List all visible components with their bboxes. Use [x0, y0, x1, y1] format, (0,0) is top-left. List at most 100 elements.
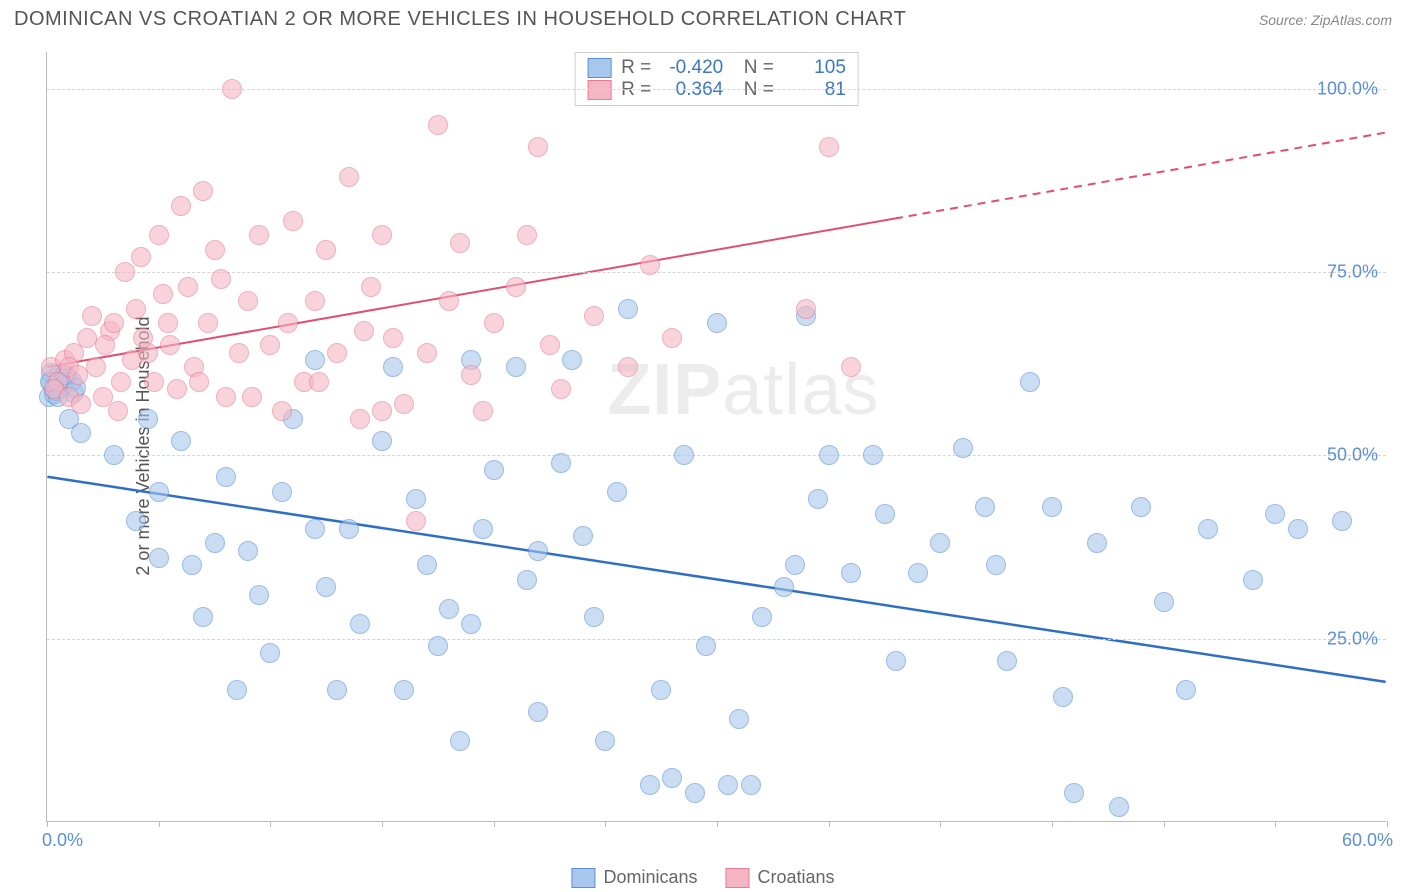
- scatter-point: [953, 438, 973, 458]
- scatter-point: [309, 372, 329, 392]
- scatter-point: [316, 577, 336, 597]
- scatter-point: [1332, 511, 1352, 531]
- scatter-point: [138, 409, 158, 429]
- scatter-point: [863, 445, 883, 465]
- scatter-point: [115, 262, 135, 282]
- scatter-point: [361, 277, 381, 297]
- scatter-point: [428, 115, 448, 135]
- scatter-point: [216, 387, 236, 407]
- scatter-point: [506, 277, 526, 297]
- scatter-point: [350, 409, 370, 429]
- scatter-point: [82, 306, 102, 326]
- scatter-point: [1288, 519, 1308, 539]
- scatter-point: [249, 225, 269, 245]
- swatch-blue-icon: [587, 58, 611, 78]
- scatter-point: [216, 467, 236, 487]
- scatter-point: [875, 504, 895, 524]
- scatter-point: [171, 196, 191, 216]
- scatter-point: [316, 240, 336, 260]
- scatter-point: [450, 731, 470, 751]
- x-tick-mark: [1164, 821, 1165, 827]
- scatter-point: [126, 511, 146, 531]
- scatter-point: [417, 555, 437, 575]
- scatter-point: [528, 137, 548, 157]
- scatter-point: [238, 541, 258, 561]
- scatter-point: [662, 328, 682, 348]
- scatter-point: [607, 482, 627, 502]
- scatter-point: [305, 291, 325, 311]
- scatter-point: [305, 350, 325, 370]
- scatter-point: [372, 401, 392, 421]
- scatter-point: [272, 401, 292, 421]
- scatter-point: [372, 431, 392, 451]
- stat-n-label: N =: [733, 79, 774, 101]
- scatter-point: [149, 482, 169, 502]
- scatter-point: [406, 489, 426, 509]
- scatter-point: [131, 247, 151, 267]
- scatter-point: [178, 277, 198, 297]
- scatter-point: [339, 519, 359, 539]
- x-tick-mark: [47, 821, 48, 827]
- legend: Dominicans Croatians: [571, 867, 834, 888]
- scatter-point: [741, 775, 761, 795]
- x-tick-mark: [1052, 821, 1053, 827]
- scatter-point: [71, 423, 91, 443]
- scatter-point: [1243, 570, 1263, 590]
- scatter-point: [685, 783, 705, 803]
- gridline: [47, 89, 1386, 90]
- scatter-point: [1020, 372, 1040, 392]
- scatter-point: [238, 291, 258, 311]
- scatter-point: [484, 313, 504, 333]
- x-tick-mark: [829, 821, 830, 827]
- y-tick-label: 25.0%: [1327, 628, 1378, 649]
- scatter-point: [618, 299, 638, 319]
- stat-n-value: 105: [784, 57, 846, 79]
- stat-n-value: 81: [784, 79, 846, 101]
- scatter-point: [394, 394, 414, 414]
- x-tick-label: 0.0%: [42, 830, 83, 851]
- x-tick-mark: [605, 821, 606, 827]
- scatter-point: [339, 167, 359, 187]
- legend-label: Dominicans: [603, 867, 697, 888]
- scatter-point: [707, 313, 727, 333]
- x-tick-mark: [494, 821, 495, 827]
- scatter-point: [278, 313, 298, 333]
- scatter-point: [198, 313, 218, 333]
- scatter-point: [696, 636, 716, 656]
- scatter-point: [819, 137, 839, 157]
- x-tick-mark: [717, 821, 718, 827]
- scatter-point: [158, 313, 178, 333]
- scatter-point: [86, 357, 106, 377]
- x-tick-mark: [1275, 821, 1276, 827]
- scatter-point: [484, 460, 504, 480]
- gridline: [47, 639, 1386, 640]
- y-tick-label: 75.0%: [1327, 262, 1378, 283]
- scatter-point: [584, 607, 604, 627]
- scatter-point: [133, 328, 153, 348]
- scatter-point: [473, 519, 493, 539]
- scatter-point: [383, 328, 403, 348]
- chart-title: DOMINICAN VS CROATIAN 2 OR MORE VEHICLES…: [14, 8, 906, 31]
- y-tick-label: 50.0%: [1327, 445, 1378, 466]
- x-tick-mark: [382, 821, 383, 827]
- swatch-blue-icon: [571, 868, 595, 888]
- scatter-point: [417, 343, 437, 363]
- scatter-point: [167, 379, 187, 399]
- scatter-point: [372, 225, 392, 245]
- scatter-point: [584, 306, 604, 326]
- x-tick-mark: [940, 821, 941, 827]
- scatter-point: [104, 313, 124, 333]
- scatter-point: [651, 680, 671, 700]
- scatter-point: [394, 680, 414, 700]
- swatch-pink-icon: [587, 80, 611, 100]
- scatter-point: [111, 372, 131, 392]
- scatter-point: [517, 570, 537, 590]
- scatter-point: [205, 240, 225, 260]
- scatter-point: [93, 387, 113, 407]
- scatter-point: [104, 445, 124, 465]
- scatter-point: [662, 768, 682, 788]
- scatter-point: [68, 365, 88, 385]
- scatter-point: [327, 680, 347, 700]
- scatter-point: [227, 680, 247, 700]
- scatter-point: [205, 533, 225, 553]
